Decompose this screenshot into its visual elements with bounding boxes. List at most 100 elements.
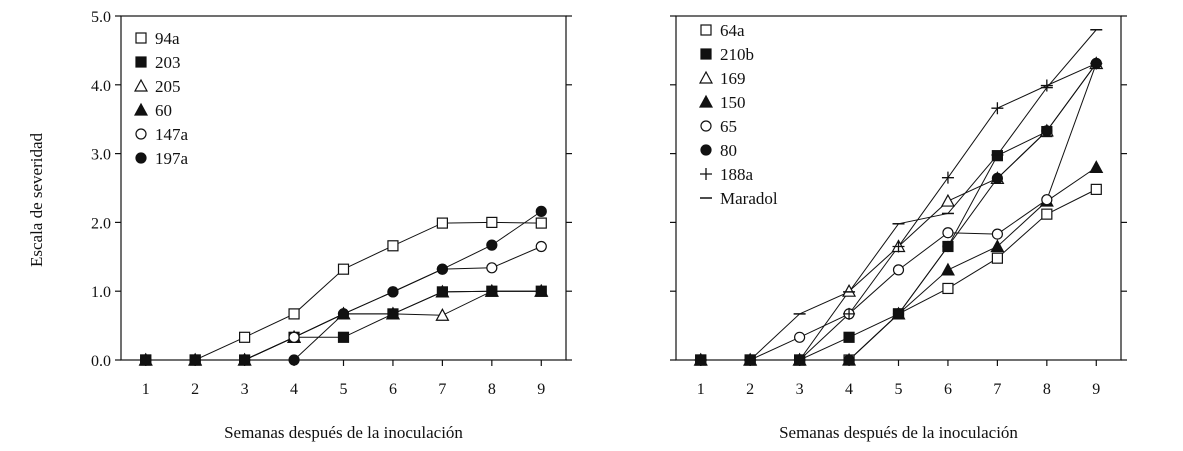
- panel-2-point-65: [892, 264, 905, 276]
- panel-2-point-80: [991, 172, 1003, 184]
- panel-1-point-60: [534, 283, 549, 297]
- panel-2-point-80: [843, 354, 855, 366]
- panel-1-point-94a: [387, 240, 399, 252]
- panel-2-legend-label: 210b: [720, 45, 754, 64]
- panel-2-legend-marker-210b: [700, 48, 712, 60]
- panel-2-legend-marker-150: [698, 94, 714, 108]
- panel-1-y-tick-label: 5.0: [91, 9, 111, 26]
- panel-1-x-tick-label: 7: [438, 381, 446, 398]
- panel-1-point-197a: [288, 354, 300, 366]
- panel-1-legend-label: 205: [155, 77, 181, 96]
- panel-1-legend-label: 197a: [155, 149, 189, 168]
- panel-1-point-197a: [337, 308, 350, 320]
- panel-2-legend-label: 80: [720, 141, 737, 160]
- panel-1-point-94a: [239, 331, 251, 343]
- panel-1-x-tick-label: 1: [142, 381, 150, 398]
- panel-2-point-80: [942, 240, 954, 253]
- panel-2-point-65: [794, 331, 806, 343]
- panel-1-y-tick-label: 3.0: [91, 147, 111, 164]
- panel-1-x-tick-label: 9: [537, 381, 545, 398]
- panel-1-point-60: [385, 306, 400, 320]
- panel-2-point-169: [940, 193, 955, 207]
- panel-1-legend-marker-197a: [135, 152, 147, 164]
- panel-1-legend-marker-203: [135, 56, 147, 68]
- panel-1-y-tick-label: 4.0: [91, 78, 111, 95]
- panel-1-y-tick-label: 0.0: [91, 353, 111, 370]
- panel-1-point-60: [484, 283, 499, 297]
- panel-1-point-197a: [436, 263, 448, 275]
- panel-1-legend-label: 60: [155, 101, 172, 120]
- panel-1-point-197a: [387, 286, 399, 298]
- panel-1-x-tick-label: 3: [241, 381, 249, 398]
- panel-2-x-tick-label: 1: [697, 381, 705, 398]
- panel-1-point-205: [435, 308, 450, 321]
- panel-2-point-65: [991, 228, 1003, 240]
- panel-2-legend-marker-80: [700, 144, 712, 156]
- panel-2-legend-label: 64a: [720, 21, 745, 40]
- panel-2-point-65: [1041, 194, 1053, 206]
- panel-2-x-tick-label: 6: [944, 381, 952, 398]
- panel-1-point-197a: [535, 205, 547, 217]
- panel-2-legend-marker-65: [700, 120, 712, 132]
- panel-2-legend-label: 169: [720, 69, 746, 88]
- panel-2-point-150: [940, 262, 955, 276]
- panel-1-point-147a: [535, 240, 547, 253]
- panel-1-x-axis-label: Semanas después de la inoculación: [224, 423, 463, 442]
- panel-2-point-64a: [1041, 208, 1053, 220]
- panel-1-legend-marker-94a: [135, 32, 147, 44]
- panel-1-point-94a: [288, 308, 300, 320]
- panel-1-x-tick-label: 2: [191, 381, 199, 398]
- panel-2-legend-label: 188a: [720, 165, 754, 184]
- panel-1-x-tick-label: 8: [488, 381, 496, 398]
- panel-2-point-188a: [1040, 79, 1053, 92]
- panel-1-legend-label: 147a: [155, 125, 189, 144]
- panel-1-legend-label: 203: [155, 53, 181, 72]
- panel-2-point-150: [990, 239, 1005, 253]
- panel-1-y-tick-label: 2.0: [91, 215, 111, 232]
- panel-2-point-64a: [942, 282, 954, 295]
- panel-1-point-197a: [189, 354, 201, 366]
- panel-1-point-197a: [140, 354, 152, 366]
- panel-2-legend-label: 65: [720, 117, 737, 136]
- panel-2-point-188a: [892, 240, 905, 253]
- panel-1-point-147a: [288, 331, 300, 343]
- panel-2-point-188a: [941, 171, 954, 184]
- panel-1-y-tick-label: 1.0: [91, 284, 111, 301]
- panel-1-point-203: [337, 331, 350, 343]
- panel-2-point-210b: [843, 331, 855, 343]
- panel-1-point-94a: [486, 216, 498, 228]
- panel-2-point-80: [1041, 125, 1053, 137]
- panel-1-point-60: [435, 284, 450, 298]
- panel-2-legend-label: Maradol: [720, 189, 778, 208]
- panel-2-point-188a: [843, 307, 856, 320]
- panel-2-point-188a: [991, 102, 1004, 115]
- panel-2-point-80: [892, 308, 905, 320]
- panel-2-x-tick-label: 4: [845, 381, 853, 398]
- panel-1-series-line-205: [145, 290, 542, 361]
- panel-2-point-150: [1089, 160, 1104, 173]
- panel-1-series-line-60: [145, 290, 542, 361]
- panel-2-legend-marker-169: [698, 70, 714, 84]
- panel-2-point-64a: [991, 252, 1003, 264]
- panel-2-legend-marker-64a: [700, 24, 712, 36]
- panel-2-x-tick-label: 7: [993, 381, 1001, 398]
- panel-2-point-65: [942, 227, 954, 239]
- panel-2-point-188a: [793, 354, 806, 366]
- panel-2-point-169: [842, 283, 857, 297]
- panel-1-point-94a: [337, 263, 350, 275]
- panel-1-point-197a: [239, 354, 251, 366]
- panel-1-x-tick-label: 6: [389, 381, 397, 398]
- panel-2-x-tick-label: 2: [746, 381, 754, 398]
- panel-1-x-tick-label: 4: [290, 381, 298, 398]
- panel-2-x-tick-label: 3: [796, 381, 804, 398]
- panel-1-x-tick-label: 5: [340, 381, 348, 398]
- panel-2-legend-label: 150: [720, 93, 746, 112]
- panel-2-x-tick-label: 9: [1092, 381, 1100, 398]
- panel-1-point-94a: [436, 217, 448, 229]
- panel-1-legend-label: 94a: [155, 29, 180, 48]
- panel-2-x-tick-label: 8: [1043, 381, 1051, 398]
- panel-2-x-axis-label: Semanas después de la inoculación: [779, 423, 1018, 442]
- y-axis-title: Escala de severidad: [27, 132, 46, 267]
- panel-2-x-tick-label: 5: [895, 381, 903, 398]
